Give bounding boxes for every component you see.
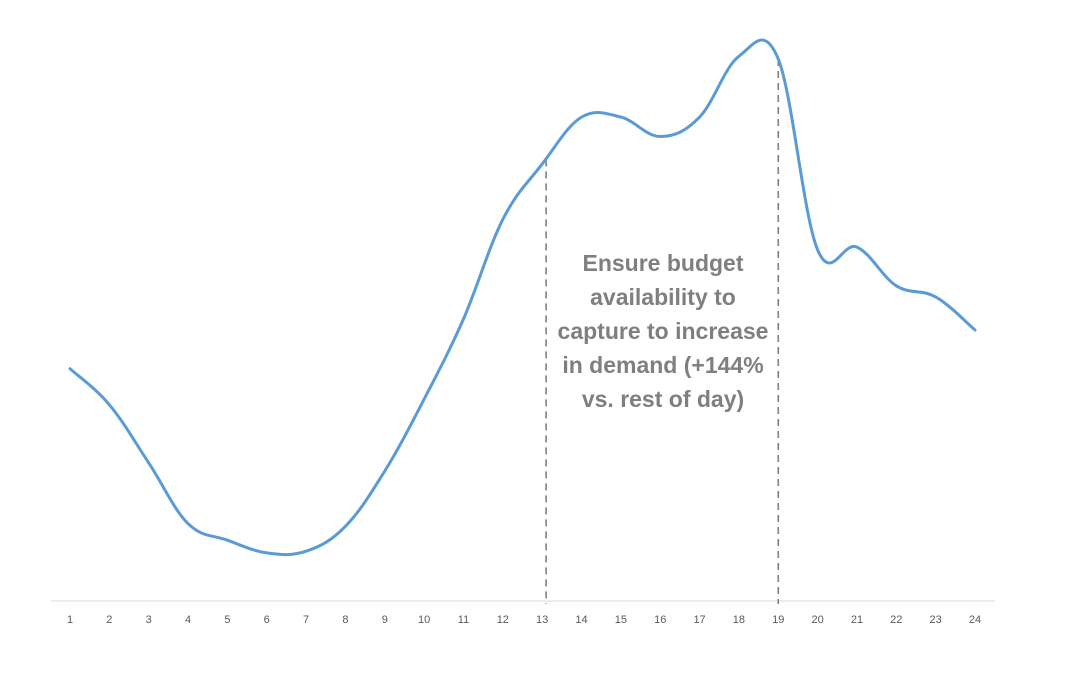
x-tick-label: 3 (146, 614, 152, 626)
period-markers (545, 59, 780, 604)
x-axis-tick-labels: 1 2 3 4 5 6 7 8 9 10 11 12 13 14 15 16 17 18 19 20 21 22 23 24 (67, 614, 981, 626)
x-tick-label: 8 (342, 614, 348, 626)
x-tick-label: 14 (575, 614, 587, 626)
x-tick-label: 24 (969, 614, 981, 626)
x-tick-label: 16 (654, 614, 666, 626)
x-tick-label: 11 (458, 614, 469, 626)
x-tick-label: 5 (224, 614, 230, 626)
x-tick-label: 23 (930, 614, 942, 626)
demand-series-line (68, 38, 977, 557)
x-tick-label: 17 (693, 614, 705, 626)
peak-period-annotation: Ensure budget availability to capture to… (557, 250, 769, 412)
x-tick-label: 20 (811, 614, 823, 626)
x-tick-label: 15 (615, 614, 627, 626)
x-tick-label: 19 (772, 614, 784, 626)
x-tick-label: 4 (185, 614, 191, 626)
x-tick-label: 21 (851, 614, 863, 626)
x-tick-label: 18 (733, 614, 745, 626)
x-tick-label: 12 (497, 614, 509, 626)
x-tick-label: 1 (67, 614, 73, 626)
x-tick-label: 22 (890, 614, 902, 626)
x-tick-label: 10 (418, 614, 430, 626)
x-tick-label: 2 (106, 614, 112, 626)
x-tick-label: 13 (536, 614, 548, 626)
x-tick-label: 9 (382, 614, 388, 626)
x-tick-label: 7 (303, 614, 309, 626)
x-tick-label: 6 (264, 614, 270, 626)
